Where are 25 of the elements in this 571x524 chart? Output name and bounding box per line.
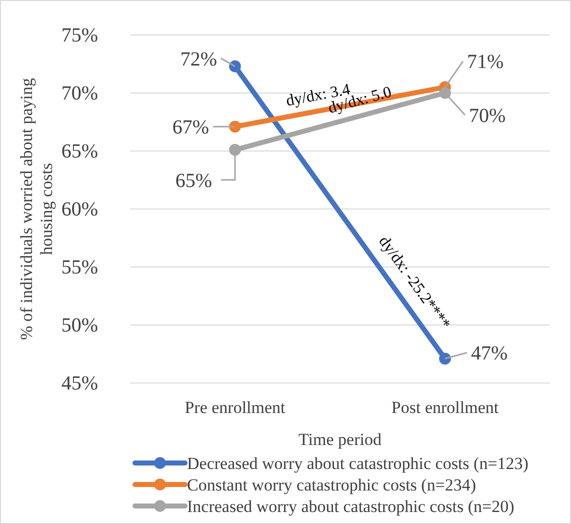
legend-label: Increased worry about catastrophic costs (n=20) [187,496,514,516]
point [439,352,451,365]
x-tick-label: Pre enrollment [184,398,286,418]
y-tick-label: 60% [61,198,98,220]
y-tick-label: 65% [61,140,98,162]
x-axis-title: Time period [298,430,382,449]
data-label: 71% [467,51,504,74]
data-label: 67% [172,116,209,139]
point [229,60,241,72]
point [229,144,241,156]
point [229,120,241,133]
y-tick-label: 45% [61,372,98,394]
y-tick-label: 70% [61,82,98,104]
y-tick-label: 50% [61,314,98,336]
data-label: 65% [175,170,212,192]
legend-label: Constant worry catastrophic costs (n=234) [187,475,476,494]
data-label: 72% [180,48,217,70]
x-tick-label: Post enrollment [391,398,499,418]
y-tick-label: 55% [61,256,98,278]
y-tick-label: 75% [61,24,98,46]
y-axis-title: % of individuals worried about paying housing costs [17,77,56,340]
point [439,87,451,99]
data-label: 70% [469,105,506,127]
data-label: 47% [471,342,508,365]
legend-label: Decreased worry about catastrophic costs (n=123) [187,454,528,473]
